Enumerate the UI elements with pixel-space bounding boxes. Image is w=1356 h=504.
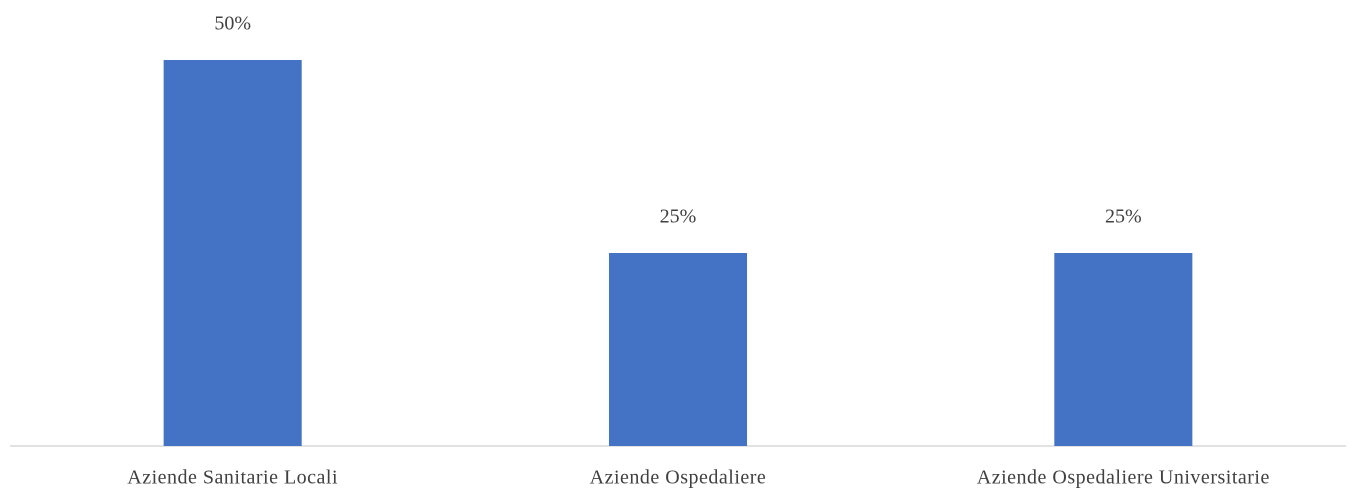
x-tick-label: Aziende Ospedaliere [590, 467, 767, 489]
bar [1054, 253, 1193, 446]
x-tick-label: Aziende Sanitarie Locali [127, 467, 338, 489]
data-label: 25% [1105, 206, 1142, 228]
bar [163, 60, 302, 446]
data-label: 50% [214, 13, 251, 35]
bar [608, 253, 748, 446]
x-tick-label: Aziende Ospedaliere Universitarie [977, 467, 1270, 489]
data-label: 25% [660, 206, 697, 228]
